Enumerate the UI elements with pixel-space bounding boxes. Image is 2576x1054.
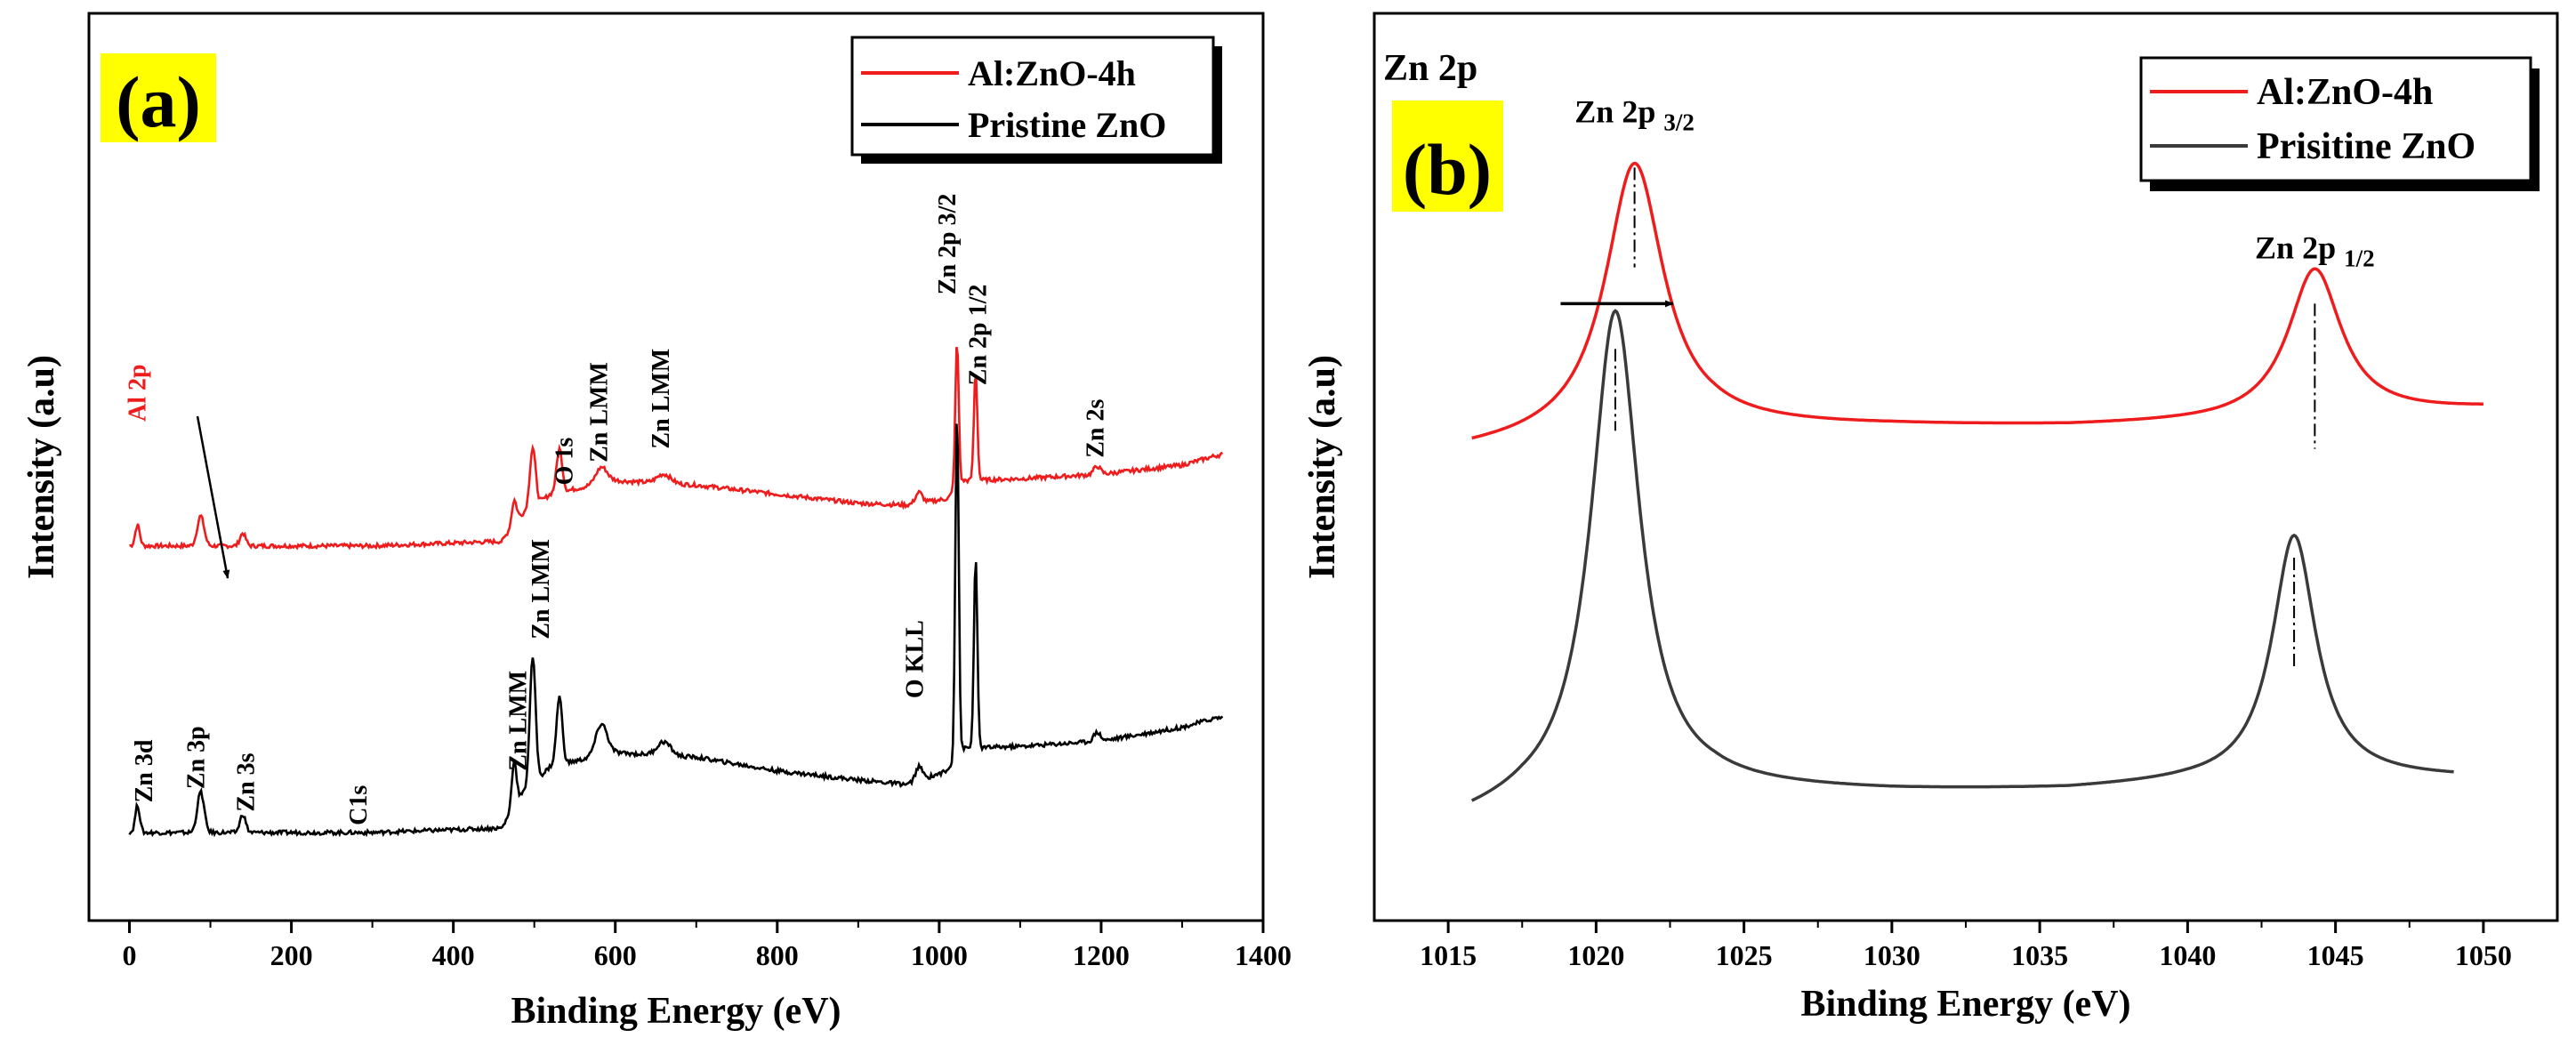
legend-a-label-pristine: Pristine ZnO xyxy=(968,105,1166,145)
panel-label-b: (b) xyxy=(1403,129,1492,210)
legend-b-label-al: Al:ZnO-4h xyxy=(2257,72,2433,113)
series-b xyxy=(1470,161,2483,802)
x-axis-label-a: Binding Energy (eV) xyxy=(511,991,841,1032)
x-tick-label-a-4: 800 xyxy=(756,939,799,971)
al2p-pointer-arrow xyxy=(196,415,230,579)
annotation-a-10: C1s xyxy=(345,785,373,825)
series-b-1-line xyxy=(1470,309,2454,802)
annotation-a-3: Zn LMM xyxy=(648,349,675,449)
panel-label-b-highlight xyxy=(1392,101,1503,212)
series-a-1-line xyxy=(128,423,1224,838)
section-label-zn2p: Zn 2p xyxy=(1383,48,1477,89)
legend-a: Al:ZnO-4h Pristine ZnO xyxy=(850,36,1222,164)
legend-a-box xyxy=(850,36,1215,157)
annotation-a-5: Zn 2p 1/2 xyxy=(965,285,993,386)
x-tick-label-b-2: 1025 xyxy=(1716,939,1773,971)
x-tick-label-b-7: 1050 xyxy=(2455,939,2512,971)
x-axis-b: 1015 1020 1025 1030 1035 1040 1045 1050 xyxy=(1420,921,2512,971)
panel-b: Zn 2p (b) Al:ZnO-4h Prisitine ZnO Zn 2p … xyxy=(1302,12,2559,1025)
annotation-b-1: Zn 2p 1/2 xyxy=(2255,229,2375,271)
x-tick-label-a-0: 0 xyxy=(123,939,137,971)
x-tick-label-b-3: 1030 xyxy=(1864,939,1920,971)
panel-label-a-highlight xyxy=(101,53,216,142)
annotation-a-2: Zn LMM xyxy=(586,362,614,463)
x-tick-label-a-2: 400 xyxy=(432,939,475,971)
x-tick-label-a-3: 600 xyxy=(594,939,637,971)
legend-b: Al:ZnO-4h Prisitine ZnO xyxy=(2139,56,2540,191)
annotation-a-4: Zn 2p 3/2 xyxy=(934,194,962,295)
annotation-a-13: O KLL xyxy=(902,620,930,698)
series-a-0-line xyxy=(129,347,1224,551)
plot-frame-a xyxy=(87,12,1265,922)
y-axis-label-b: Intensity (a.u) xyxy=(1302,355,1343,579)
legend-b-label-pristine: Prisitine ZnO xyxy=(2257,126,2475,167)
series-b-0-line xyxy=(1471,161,2483,440)
peak-markers-b xyxy=(1560,167,2316,667)
legend-b-box xyxy=(2139,56,2532,182)
y-axis-label-a: Intensity (a.u) xyxy=(21,355,62,579)
x-tick-label-a-5: 1000 xyxy=(911,939,968,971)
x-axis-label-b: Binding Energy (eV) xyxy=(1800,984,2130,1025)
annotation-a-1: O 1s xyxy=(551,438,579,486)
x-tick-label-b-5: 1040 xyxy=(2159,939,2216,971)
x-tick-label-b-1: 1020 xyxy=(1567,939,1624,971)
x-tick-label-a-6: 1200 xyxy=(1073,939,1130,971)
x-tick-label-a-1: 200 xyxy=(270,939,313,971)
annotation-a-8: Zn 3p xyxy=(182,726,210,789)
annotation-b-0: Zn 2p 3/2 xyxy=(1574,93,1695,135)
annotation-a-9: Zn 3s xyxy=(233,752,261,811)
panel-label-a: (a) xyxy=(116,61,201,142)
legend-a-label-al: Al:ZnO-4h xyxy=(968,53,1136,93)
x-tick-label-a-7: 1400 xyxy=(1235,939,1292,971)
annotation-a-0: Al 2p xyxy=(125,364,152,422)
series-a xyxy=(128,347,1224,838)
annotation-a-7: Zn 3d xyxy=(131,739,158,802)
x-tick-label-b-6: 1045 xyxy=(2307,939,2364,971)
x-tick-label-b-4: 1035 xyxy=(2011,939,2068,971)
panel-a: (a) Al:ZnO-4h Pristine ZnO Al 2pO 1s Zn L… xyxy=(21,12,1292,1032)
annotation-a-6: Zn 2s xyxy=(1083,399,1110,458)
annotation-a-11: Zn LMM xyxy=(505,671,533,771)
annotation-a-12: Zn LMM xyxy=(527,539,555,640)
x-tick-label-b-0: 1015 xyxy=(1420,939,1477,971)
x-axis-a: 0 200 400 600 800 1000 1200 1400 xyxy=(123,921,1292,971)
